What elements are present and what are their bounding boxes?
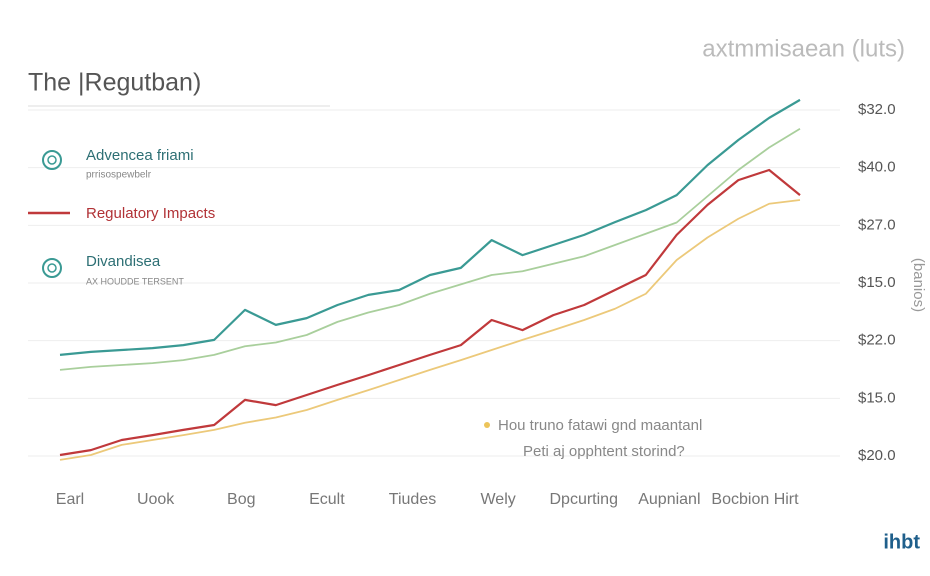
annotation-dot <box>484 422 490 428</box>
right-axis-label: $32.0 <box>858 101 896 118</box>
right-axis-label: $15.0 <box>858 389 896 406</box>
x-axis-label: Tiudes <box>389 491 436 508</box>
legend-icon <box>47 263 57 273</box>
legend-label: Regulatory Impacts <box>86 205 215 222</box>
legend-sublabel: AX HOUDDE TERSENT <box>86 276 184 286</box>
y-axis-title: (banios) <box>910 258 927 312</box>
chart-subtitle: axtmmisaean (luts) <box>702 35 905 62</box>
legend-sublabel: prrisospewbelr <box>86 170 152 181</box>
right-axis-label: $20.0 <box>858 447 896 464</box>
x-axis-label: Uook <box>137 491 175 508</box>
legend-label: Advencea friami <box>86 147 194 164</box>
x-axis-label: Earl <box>56 491 84 508</box>
x-axis-label: Aupnianl <box>638 491 700 508</box>
x-axis-label: Ecult <box>309 491 345 508</box>
right-axis-label: $15.0 <box>858 274 896 291</box>
series-line <box>59 98 801 356</box>
legend-icon <box>47 155 57 165</box>
x-axis-label: Dpcurting <box>550 491 618 508</box>
annotation: Hou truno fatawi gnd maantanl <box>498 417 702 434</box>
right-axis-label: $22.0 <box>858 332 896 349</box>
series-line <box>59 199 801 461</box>
annotation: Peti aj opphtent storind? <box>523 443 685 460</box>
chart-title: The |Regutban) <box>28 69 201 97</box>
logo: ihbt <box>883 531 920 553</box>
x-axis-label: Wely <box>480 491 515 508</box>
x-axis-label: Bocbion Hirt <box>711 491 799 508</box>
series-line <box>59 168 801 457</box>
right-axis-label: $27.0 <box>858 216 896 233</box>
legend-label: Divandisea <box>86 253 161 270</box>
legend-icon <box>42 258 62 278</box>
series-line <box>59 127 801 371</box>
x-axis-label: Bog <box>227 491 255 508</box>
legend-icon <box>42 150 62 170</box>
right-axis-label: $40.0 <box>858 159 896 176</box>
